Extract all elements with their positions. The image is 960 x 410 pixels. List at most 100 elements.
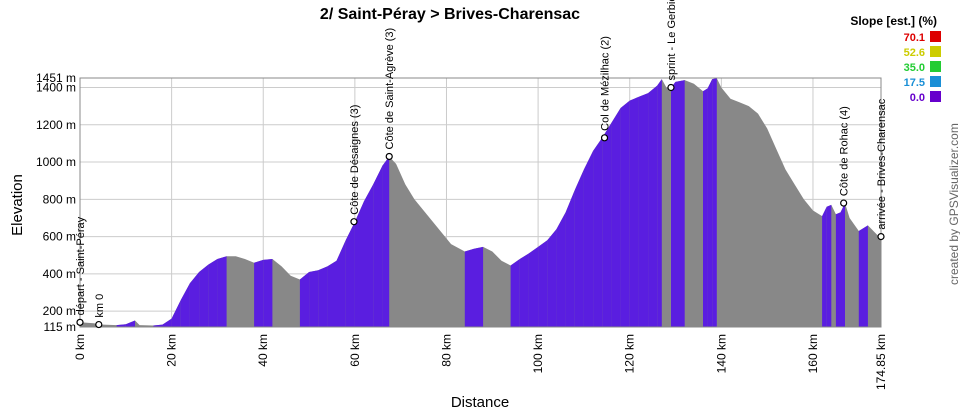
climb-segment-27 (336, 240, 346, 327)
waypoint-label-5: sprint - Le Gerbier de Jonc (666, 0, 678, 81)
climb-segment-53 (583, 150, 594, 327)
climb-segment-87 (840, 203, 845, 327)
climb-segment-26 (327, 260, 337, 327)
waypoint-label-1: km 0 (94, 294, 106, 318)
climb-segment-49 (547, 229, 557, 327)
waypoint-markers: départ - Saint-Péray km 0 Côte de Désaigne… (75, 0, 888, 329)
x-tick-label-5: 100 km (531, 334, 545, 373)
waypoint-marker-1 (95, 320, 103, 329)
waypoint-marker-3 (385, 152, 393, 161)
legend-swatch-2 (930, 61, 941, 72)
waypoint-marker-5 (667, 83, 675, 92)
climb-segment-56 (611, 108, 621, 327)
x-tick-label-3: 60 km (348, 334, 362, 367)
climb-segment-68 (703, 88, 708, 328)
climb-segment-47 (528, 246, 539, 327)
legend-value-3: 17.5 (904, 77, 925, 89)
x-tick-label-7: 140 km (714, 334, 728, 373)
climb-segment-10 (180, 283, 190, 327)
x-axis-ticks: 0 km 20 km 40 km 60 km 80 km 100 km 120 km 140 … (73, 334, 888, 390)
climb-segment-52 (574, 169, 584, 327)
climb-segment-64 (671, 81, 676, 328)
waypoint-marker-6 (840, 199, 848, 207)
climb-segment-28 (345, 221, 355, 327)
climb-segment-90 (858, 225, 868, 327)
climb-segment-18 (254, 259, 264, 327)
x-tick-label-0: 0 km (73, 334, 87, 360)
climb-segment-41 (474, 246, 484, 327)
climb-segment-45 (510, 259, 520, 327)
climb-segment-46 (519, 253, 529, 327)
legend-value-1: 52.6 (904, 47, 925, 59)
slope-legend: Slope [est.] (%) 70.1 52.6 35.0 17.5 0.0 (850, 14, 941, 104)
plot-border (79, 77, 882, 328)
climb-segment-84 (826, 204, 832, 327)
climb-segment-30 (364, 184, 374, 327)
climb-segment-19 (263, 259, 273, 327)
waypoint-marker-7 (877, 233, 885, 241)
climb-segment-8 (162, 318, 172, 327)
legend-swatch-0 (930, 31, 941, 42)
waypoint-marker-2 (350, 218, 358, 226)
climb-segment-9 (171, 300, 181, 327)
climb-segment-7 (153, 324, 163, 327)
legend-value-0: 70.1 (904, 32, 925, 44)
climb-segment-61 (657, 79, 662, 327)
x-tick-label-1: 20 km (165, 334, 179, 367)
climb-segment-50 (556, 212, 566, 327)
waypoint-label-0: départ - Saint-Péray (75, 216, 87, 315)
climb-segment-83 (822, 206, 827, 327)
waypoint-label-4: Col de Mézilhac (2) (600, 36, 612, 131)
climb-segment-70 (712, 78, 717, 327)
climb-segment-23 (299, 272, 310, 327)
climb-segment-3 (116, 324, 126, 327)
legend-title: Slope [est.] (%) (850, 14, 937, 28)
climb-segment-60 (648, 85, 658, 327)
climb-segment-12 (199, 264, 209, 327)
climb-segment-25 (318, 266, 328, 327)
x-tick-label-4: 80 km (439, 334, 453, 367)
legend-value-4: 0.0 (910, 92, 925, 104)
waypoint-label-2: Côte de Désaignes (3) (349, 105, 361, 215)
legend-swatch-4 (930, 91, 941, 102)
y-tick-label-3: 600 m (43, 230, 76, 244)
climb-segment-24 (309, 270, 319, 327)
y-tick-label-0: 115 m (44, 320, 76, 334)
climb-segment-11 (189, 272, 200, 327)
y-tick-label-6: 1200 m (36, 118, 76, 132)
climb-segment-31 (373, 165, 383, 327)
x-axis-title: Distance (451, 394, 509, 410)
legend-swatch-1 (930, 46, 941, 57)
waypoint-label-7: arrivée - Brives-Charensac (876, 98, 888, 229)
climb-segment-69 (707, 79, 713, 327)
climb-segment-40 (464, 248, 474, 327)
plot-frame (79, 77, 882, 328)
climb-segment-86 (835, 212, 841, 327)
waypoint-marker-0 (76, 318, 84, 326)
x-tick-label-2: 40 km (256, 334, 270, 367)
x-tick-label-8: 160 km (806, 334, 820, 373)
legend-swatch-3 (930, 76, 941, 87)
x-tick-label-6: 120 km (623, 334, 637, 373)
climb-segment-32 (382, 156, 390, 327)
elevation-area (80, 78, 881, 328)
y-tick-label-1: 200 m (43, 304, 76, 318)
climb-segment-55 (602, 122, 612, 328)
waypoint-marker-4 (600, 134, 609, 142)
climb-segment-65 (675, 80, 685, 327)
climb-segment-59 (638, 93, 649, 327)
legend-value-2: 35.0 (904, 62, 925, 74)
y-axis-ticks: 115 m 200 m 400 m 600 m 800 m 1000 m 1200 m 140… (36, 71, 76, 334)
y-axis-title: Elevation (9, 174, 26, 236)
climb-segment-58 (629, 96, 639, 327)
climb-segment-57 (620, 100, 630, 327)
y-tick-label-2: 400 m (43, 267, 76, 281)
climb-segment-51 (565, 190, 575, 327)
climb-segment-54 (593, 137, 603, 327)
waypoint-label-6: Côte de Rohac (4) (839, 106, 851, 196)
waypoint-label-3: Côte de Saint-Agrève (3) (384, 28, 396, 150)
credit-text: created by GPSVisualizer.com (947, 123, 960, 285)
y-tick-label-5: 1000 m (36, 155, 76, 169)
climb-segment-14 (217, 256, 227, 327)
